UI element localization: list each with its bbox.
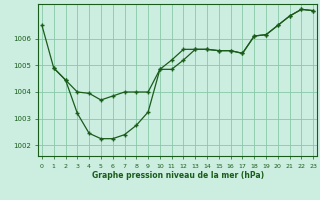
X-axis label: Graphe pression niveau de la mer (hPa): Graphe pression niveau de la mer (hPa) xyxy=(92,171,264,180)
